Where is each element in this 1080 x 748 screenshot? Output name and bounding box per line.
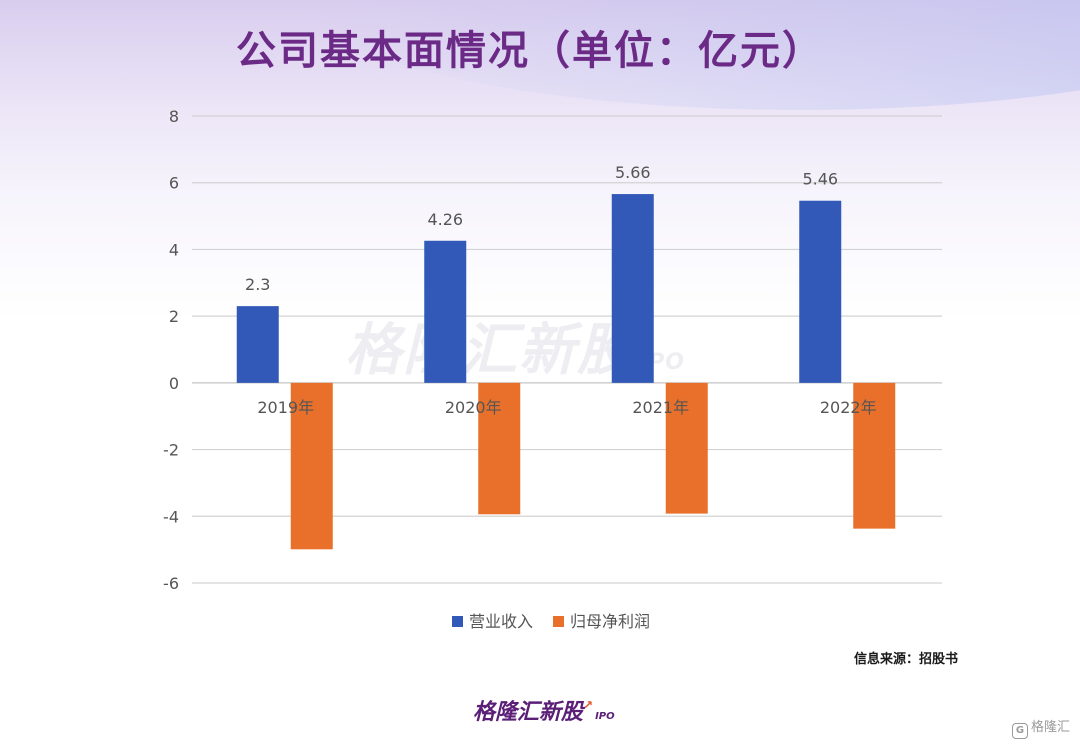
bar-net-profit	[853, 382, 896, 529]
corner-watermark-text: 格隆汇	[1030, 720, 1070, 735]
y-tick-label: 4	[169, 240, 179, 259]
legend-swatch	[452, 616, 463, 627]
source-note: 信息来源：招股书	[853, 652, 958, 667]
legend-label: 归母净利润	[570, 612, 650, 631]
legend-label: 营业收入	[469, 612, 533, 631]
page-title: 公司基本面情况（单位：亿元）	[236, 27, 824, 74]
y-tick-label: 6	[169, 174, 179, 193]
x-tick-label: 2021年	[632, 398, 689, 417]
trend-arrow-icon: ↗	[583, 698, 594, 712]
y-tick-label: -2	[163, 441, 179, 460]
bottom-logo-suffix: IPO	[595, 711, 615, 722]
bar-net-profit	[290, 382, 333, 550]
y-tick-label: -6	[163, 574, 179, 593]
g-logo-icon: G	[1011, 723, 1028, 739]
bar-revenue	[424, 240, 467, 383]
bar-net-profit	[665, 382, 708, 514]
x-tick-label: 2022年	[820, 398, 877, 417]
legend-swatch	[553, 616, 564, 627]
y-tick-label: -4	[163, 507, 179, 526]
watermark-text: 格隆汇新股	[345, 318, 635, 383]
bar-revenue	[611, 194, 654, 383]
x-tick-label: 2020年	[445, 398, 502, 417]
y-tick-label: 0	[169, 374, 179, 393]
bar-net-profit	[478, 382, 521, 515]
bottom-logo: 格隆汇新股↗IPO	[473, 694, 615, 726]
data-label: 5.46	[802, 170, 838, 189]
corner-watermark: G 格隆汇	[1011, 716, 1070, 739]
header-background	[0, 0, 1080, 150]
bar-revenue	[236, 306, 279, 383]
data-label: 4.26	[427, 210, 463, 229]
y-tick-label: 2	[169, 307, 179, 326]
bar-revenue	[799, 200, 842, 383]
bottom-logo-text: 格隆汇新股	[473, 700, 584, 725]
y-tick-label: 8	[169, 107, 179, 126]
data-label: 2.3	[245, 275, 270, 294]
data-label: 5.66	[615, 163, 651, 182]
x-tick-label: 2019年	[257, 398, 314, 417]
watermark: 格隆汇新股 IPO	[345, 305, 685, 386]
